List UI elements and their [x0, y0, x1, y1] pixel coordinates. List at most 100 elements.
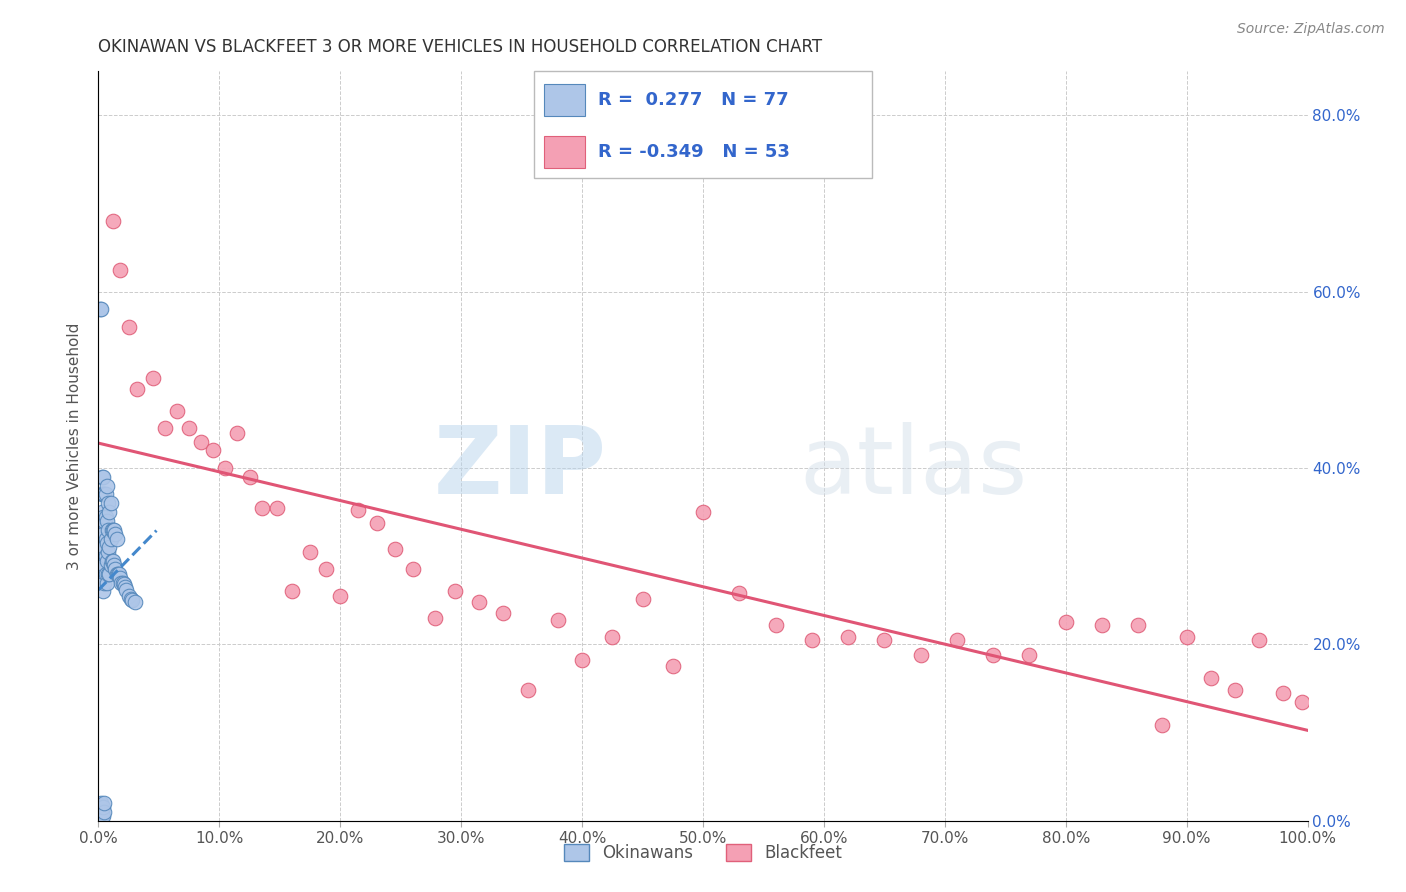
Point	[110, 575, 132, 590]
Point	[100, 523, 122, 537]
Point	[105, 532, 128, 546]
Point	[118, 320, 141, 334]
Point	[281, 584, 304, 599]
Point	[1152, 718, 1174, 732]
Point	[1223, 683, 1246, 698]
Point	[96, 575, 118, 590]
Point	[103, 523, 125, 537]
Point	[91, 805, 114, 819]
Point	[91, 527, 114, 541]
FancyBboxPatch shape	[544, 136, 585, 168]
Point	[118, 589, 141, 603]
Text: Source: ZipAtlas.com: Source: ZipAtlas.com	[1237, 22, 1385, 37]
Point	[179, 421, 201, 435]
Point	[100, 558, 122, 572]
Point	[873, 632, 896, 647]
Point	[91, 545, 114, 559]
Point	[115, 582, 138, 597]
Point	[910, 648, 932, 662]
Point	[91, 809, 114, 823]
Point	[101, 553, 124, 567]
Y-axis label: 3 or more Vehicles in Household: 3 or more Vehicles in Household	[67, 322, 83, 570]
Point	[93, 796, 115, 810]
Point	[1054, 615, 1077, 630]
Point	[571, 653, 593, 667]
Point	[93, 575, 115, 590]
Point	[366, 516, 388, 530]
Point	[120, 591, 142, 606]
Point	[108, 566, 131, 581]
Point	[166, 403, 188, 417]
FancyBboxPatch shape	[544, 84, 585, 116]
Point	[91, 562, 114, 576]
Point	[547, 613, 569, 627]
Point	[90, 541, 112, 555]
Point	[91, 505, 114, 519]
Point	[91, 800, 114, 814]
Text: ZIP: ZIP	[433, 423, 606, 515]
Point	[104, 562, 127, 576]
Point	[100, 532, 122, 546]
Point	[112, 577, 135, 591]
Point	[91, 514, 114, 528]
Point	[90, 796, 112, 810]
Point	[250, 500, 273, 515]
Point	[107, 566, 129, 581]
Point	[94, 532, 117, 546]
Point	[101, 523, 124, 537]
Point	[800, 632, 823, 647]
Point	[91, 809, 114, 823]
Point	[98, 541, 121, 555]
Point	[239, 470, 262, 484]
Point	[90, 302, 112, 317]
Point	[1249, 632, 1271, 647]
Point	[299, 545, 322, 559]
Point	[202, 443, 225, 458]
Point	[97, 496, 120, 510]
Point	[101, 214, 124, 228]
Point	[765, 618, 787, 632]
Point	[1199, 671, 1222, 685]
Point	[94, 509, 117, 524]
Text: R = -0.349   N = 53: R = -0.349 N = 53	[599, 143, 790, 161]
Point	[103, 558, 125, 572]
Point	[94, 549, 117, 564]
Point	[315, 562, 337, 576]
Point	[108, 571, 131, 585]
Point	[89, 302, 111, 317]
Text: R =  0.277   N = 77: R = 0.277 N = 77	[599, 91, 789, 109]
Point	[97, 545, 120, 559]
Point	[1128, 618, 1150, 632]
Point	[1091, 618, 1114, 632]
Point	[91, 470, 114, 484]
Point	[98, 505, 121, 519]
Point	[93, 541, 115, 555]
Point	[97, 523, 120, 537]
Point	[423, 611, 446, 625]
Point	[728, 586, 751, 600]
Point	[91, 566, 114, 581]
Point	[127, 382, 149, 396]
Point	[1291, 695, 1313, 709]
Point	[1272, 686, 1295, 700]
Point	[96, 514, 118, 528]
Point	[602, 630, 624, 644]
Point	[692, 505, 714, 519]
Point	[444, 584, 467, 599]
Point	[1175, 630, 1198, 644]
Point	[142, 371, 165, 385]
Point	[93, 487, 115, 501]
Point	[153, 421, 176, 435]
Point	[105, 566, 128, 581]
Point	[226, 425, 249, 440]
Point	[89, 809, 111, 823]
Point	[108, 262, 131, 277]
Point	[89, 805, 111, 819]
Point	[91, 549, 114, 564]
Point	[91, 509, 114, 524]
Point	[981, 648, 1004, 662]
Point	[124, 595, 146, 609]
Point	[492, 607, 515, 621]
Point	[96, 536, 118, 550]
Point	[104, 527, 127, 541]
